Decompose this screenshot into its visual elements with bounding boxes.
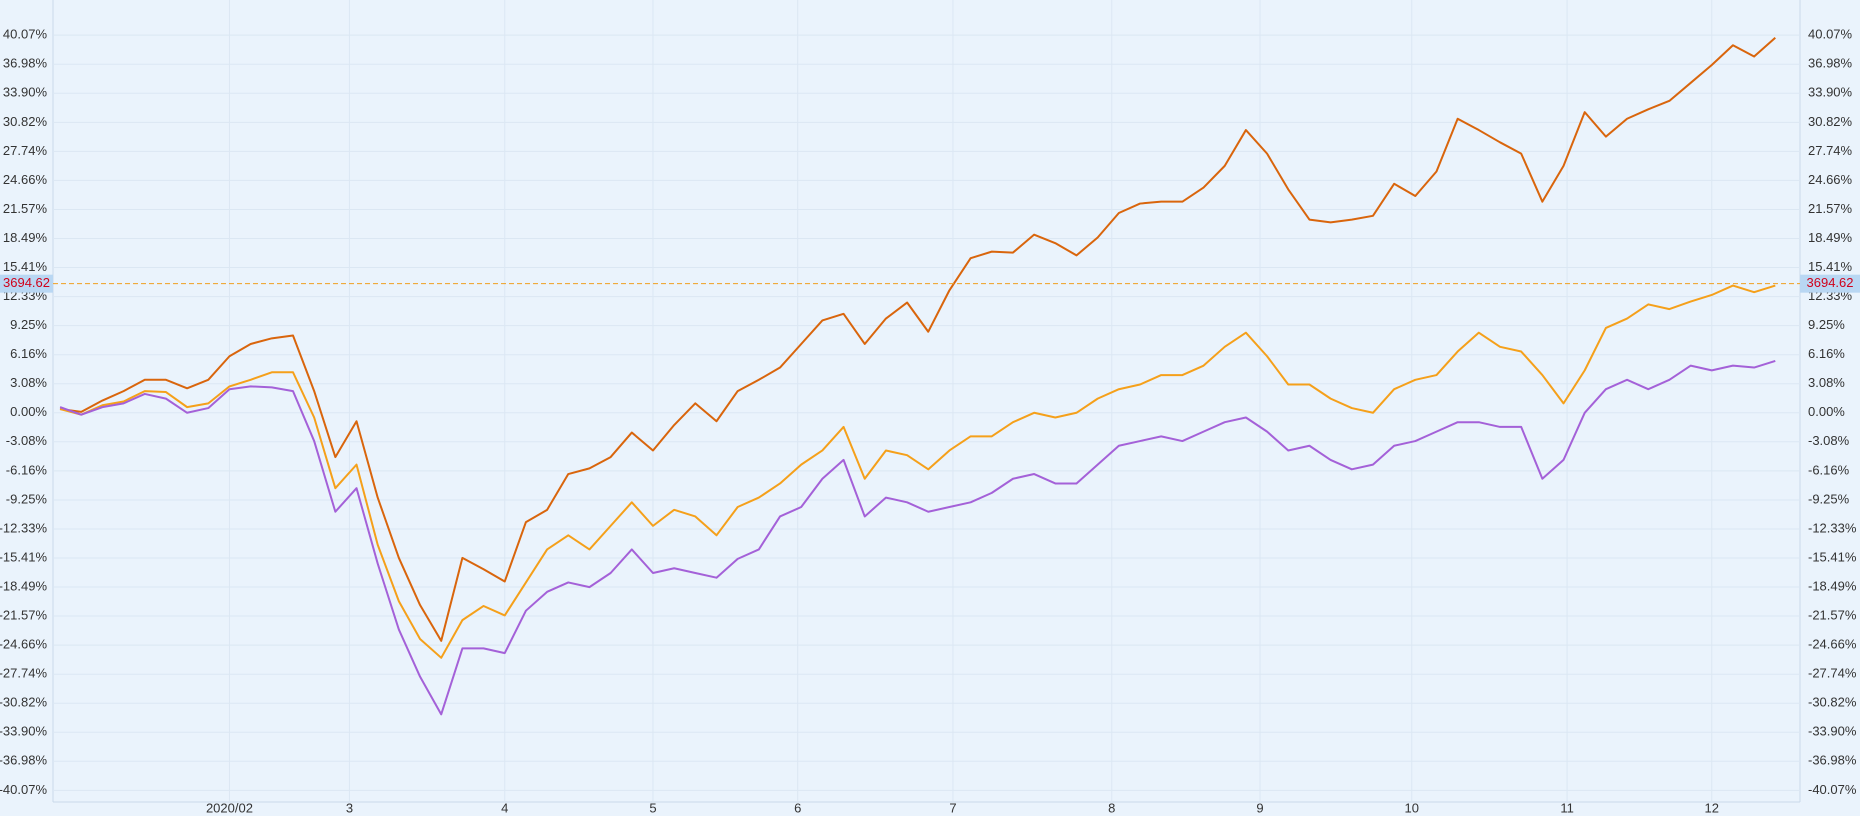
y-tick-label: 36.98% [3,56,48,71]
y-tick-label: -15.41% [0,549,47,564]
crosshair-label-box [0,274,53,293]
y2-tick-label: -36.98% [1808,753,1857,768]
y2-tick-label: -24.66% [1808,637,1857,652]
y-tick-label: -30.82% [0,695,47,710]
y2-tick-label: 3.08% [1808,375,1845,390]
y-tick-label: -3.08% [6,433,48,448]
y2-tick-label: -40.07% [1808,782,1857,797]
y-tick-label: -40.07% [0,782,47,797]
x-tick-label: 11 [1560,800,1574,815]
y2-tick-label: 15.41% [1808,259,1853,274]
x-tick-label: 12 [1705,800,1719,815]
y2-tick-label: -6.16% [1808,462,1850,477]
y2-tick-label: -3.08% [1808,433,1850,448]
y2-tick-label: 27.74% [1808,143,1853,158]
y-tick-label: 0.00% [10,404,47,419]
y-tick-label: -21.57% [0,607,47,622]
x-tick-label: 7 [949,800,956,815]
y-tick-label: 21.57% [3,201,48,216]
y2-tick-label: 0.00% [1808,404,1845,419]
y-tick-label: 6.16% [10,346,47,361]
y2-tick-label: 24.66% [1808,172,1853,187]
crosshair-label-box [1800,274,1860,293]
y2-tick-label: -9.25% [1808,491,1850,506]
y-tick-label: 33.90% [3,85,48,100]
y2-tick-label: 40.07% [1808,27,1853,42]
y2-tick-label: 30.82% [1808,114,1853,129]
y-tick-label: 18.49% [3,230,48,245]
y-tick-label: -24.66% [0,637,47,652]
y-tick-label: -33.90% [0,724,47,739]
x-tick-label: 4 [501,800,508,815]
y-tick-label: 15.41% [3,259,48,274]
x-tick-label: 6 [794,800,801,815]
y-tick-label: -6.16% [6,462,48,477]
y2-tick-label: -21.57% [1808,607,1857,622]
y2-tick-label: 33.90% [1808,85,1853,100]
x-tick-label: 8 [1108,800,1115,815]
y-tick-label: -9.25% [6,491,48,506]
x-tick-label: 10 [1405,800,1419,815]
y2-tick-label: 21.57% [1808,201,1853,216]
y2-tick-label: -12.33% [1808,520,1857,535]
x-tick-label: 9 [1256,800,1263,815]
y2-tick-label: -18.49% [1808,578,1857,593]
x-tick-label: 5 [649,800,656,815]
x-tick-label: 3 [346,800,353,815]
y2-tick-label: 9.25% [1808,317,1845,332]
series-line [59,36,1776,642]
y2-tick-label: 18.49% [1808,230,1853,245]
y-tick-label: 27.74% [3,143,48,158]
crosshair-label: 3694.62 [1807,275,1854,290]
y2-tick-label: 6.16% [1808,346,1845,361]
y-tick-label: -18.49% [0,578,47,593]
series-line [59,284,1776,659]
crosshair-label: 3694.62 [3,275,50,290]
y-tick-label: 3.08% [10,375,47,390]
y-tick-label: 9.25% [10,317,47,332]
y-tick-label: -36.98% [0,753,47,768]
y-tick-label: 40.07% [3,27,48,42]
y-tick-label: -27.74% [0,666,47,681]
y-tick-label: 30.82% [3,114,48,129]
y2-tick-label: -15.41% [1808,549,1857,564]
y2-tick-label: -27.74% [1808,666,1857,681]
x-tick-label: 2020/02 [206,800,253,815]
y-tick-label: -12.33% [0,520,47,535]
series-line [59,359,1776,716]
y2-tick-label: -33.90% [1808,724,1857,739]
y2-tick-label: 36.98% [1808,56,1853,71]
y-tick-label: 24.66% [3,172,48,187]
y2-tick-label: -30.82% [1808,695,1857,710]
